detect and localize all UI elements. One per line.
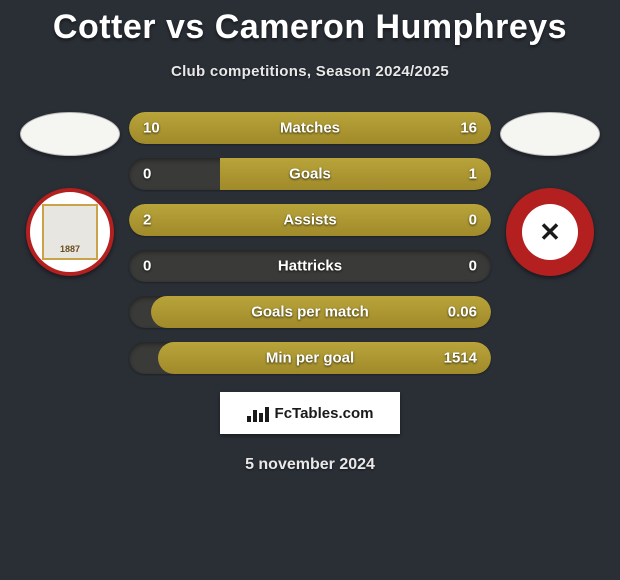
stat-bar-gpm: Goals per match 0.06 <box>129 296 491 328</box>
stat-label: Min per goal <box>266 350 354 367</box>
stat-value-right: 0 <box>469 258 477 275</box>
date-line: 5 november 2024 <box>0 456 620 474</box>
stat-value-right: 1514 <box>444 350 477 367</box>
page-title: Cotter vs Cameron Humphreys <box>0 0 620 47</box>
stat-label: Goals per match <box>251 304 369 321</box>
stat-value-left: 0 <box>143 258 151 275</box>
branding-badge[interactable]: FcTables.com <box>220 392 400 434</box>
stat-value-left: 10 <box>143 120 160 137</box>
subtitle: Club competitions, Season 2024/2025 <box>0 63 620 80</box>
stat-bar-mpg: Min per goal 1514 <box>129 342 491 374</box>
branding-text: FcTables.com <box>275 405 374 422</box>
stat-bar-matches: 10 Matches 16 <box>129 112 491 144</box>
stat-label: Matches <box>280 120 340 137</box>
crest-right-inner: ✕ <box>522 204 578 260</box>
bar-fill-right <box>220 158 492 190</box>
stat-label: Hattricks <box>278 258 342 275</box>
logo-bars-icon <box>247 404 269 422</box>
stat-bar-assists: 2 Assists 0 <box>129 204 491 236</box>
stats-bars: 10 Matches 16 0 Goals 1 2 Assists 0 0 Ha… <box>125 112 495 374</box>
flag-icon <box>500 112 600 156</box>
stat-bar-goals: 0 Goals 1 <box>129 158 491 190</box>
crest-symbol: ✕ <box>539 217 561 248</box>
stat-value-right: 16 <box>460 120 477 137</box>
stat-value-left: 0 <box>143 166 151 183</box>
crest-left-inner: 1887 <box>42 204 98 260</box>
right-player-col: ✕ <box>495 112 605 276</box>
comparison-row: 1887 10 Matches 16 0 Goals 1 2 Assists 0 <box>0 112 620 374</box>
stat-bar-hattricks: 0 Hattricks 0 <box>129 250 491 282</box>
flag-icon <box>20 112 120 156</box>
left-club-crest: 1887 <box>26 188 114 276</box>
stat-value-right: 0.06 <box>448 304 477 321</box>
stat-value-right: 0 <box>469 212 477 229</box>
stat-value-right: 1 <box>469 166 477 183</box>
stat-label: Assists <box>283 212 336 229</box>
stat-label: Goals <box>289 166 331 183</box>
left-player-col: 1887 <box>15 112 125 276</box>
stat-value-left: 2 <box>143 212 151 229</box>
crest-year: 1887 <box>44 244 96 254</box>
right-club-crest: ✕ <box>506 188 594 276</box>
